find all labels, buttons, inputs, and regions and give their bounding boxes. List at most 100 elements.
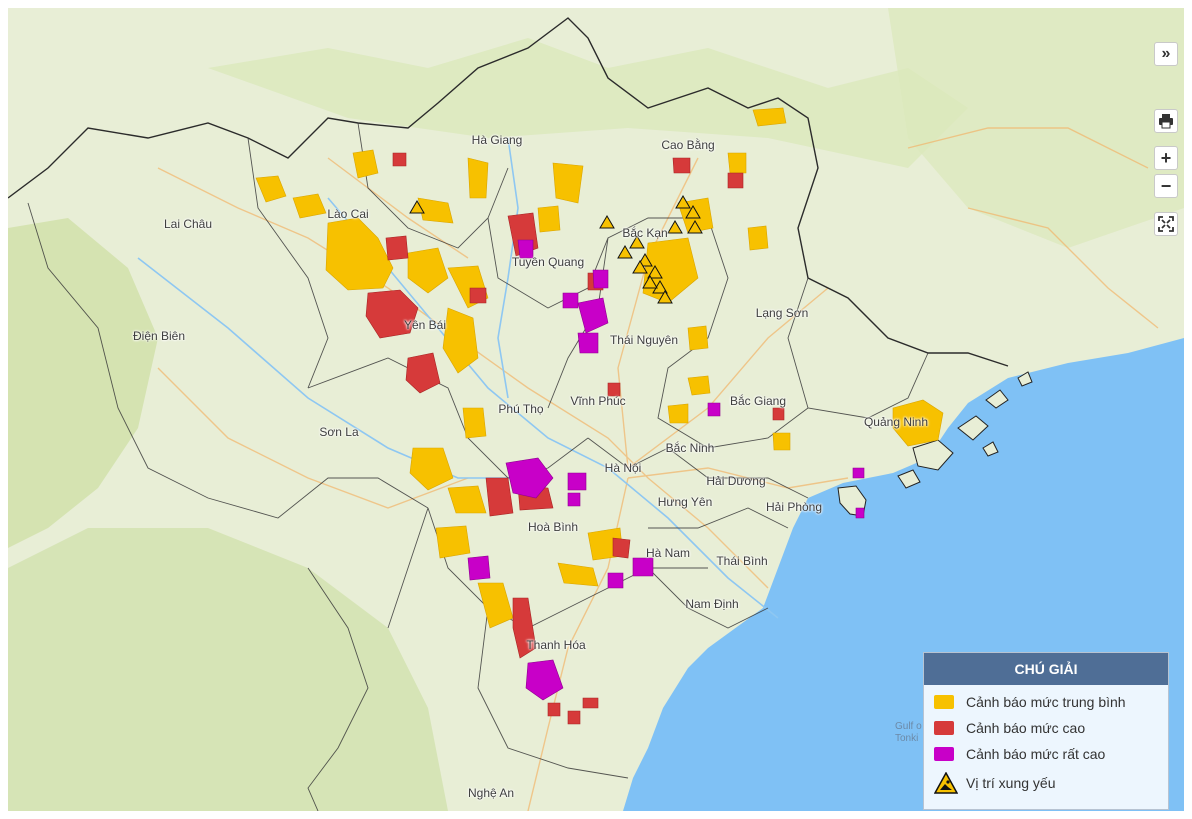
zone-high-yenbai: [365, 289, 419, 339]
print-button[interactable]: [1154, 109, 1178, 133]
place-label: Hoà Bình: [527, 520, 579, 534]
zone-medium-3: [352, 149, 379, 179]
map-canvas[interactable]: [8, 8, 1184, 811]
zone-very-high-9: [607, 572, 624, 589]
place-label: Hà Giang: [471, 133, 523, 147]
road-6: [157, 367, 469, 509]
road-7: [907, 127, 1149, 169]
zone-medium-2: [292, 193, 327, 219]
zone-medium-7: [467, 157, 489, 199]
sea-label: Gulf o Tonki: [895, 721, 922, 745]
expand-panel-button[interactable]: »: [1154, 42, 1178, 66]
zone-high-15: [469, 287, 487, 304]
landslide-warning-icon: [934, 772, 958, 794]
place-label: Bắc Giang: [729, 394, 787, 408]
zone-very-high-13: [707, 402, 721, 417]
vulnerable-point: [632, 260, 648, 274]
border-12: [647, 567, 769, 629]
zone-medium-16: [557, 562, 599, 587]
island-ha-long-2: [957, 415, 989, 441]
place-label: Sơn La: [319, 425, 359, 439]
zone-medium-laocai: [325, 217, 394, 291]
place-label: Bắc Kạn: [622, 226, 668, 240]
zone-very-high-15: [855, 507, 865, 519]
zone-very-high-3: [577, 297, 609, 334]
zone-high-6: [727, 172, 744, 189]
zone-high-5: [672, 157, 691, 174]
terrain-north: [208, 38, 968, 168]
legend-title: CHÚ GIẢI: [924, 653, 1168, 685]
island-small-2: [1017, 371, 1033, 387]
place-label: Nam Định: [685, 597, 739, 611]
da-river: [137, 257, 528, 479]
place-label: Lào Cai: [327, 207, 369, 221]
zone-very-high-2: [525, 659, 564, 701]
zone-high-11: [392, 152, 407, 167]
place-label: Thái Bình: [716, 554, 768, 568]
vulnerable-point: [685, 205, 701, 219]
zone-medium-12: [409, 447, 454, 491]
terrain-southwest: [8, 528, 448, 811]
sea-label-line: Gulf o: [895, 721, 922, 732]
rivers: [137, 137, 779, 619]
border-13: [307, 567, 369, 811]
island-small-1: [982, 441, 999, 457]
place-label: Hải Phòng: [765, 500, 823, 514]
zone-medium-4: [407, 247, 449, 294]
place-label: Hà Nội: [604, 461, 642, 475]
legend-item-very-high: Cảnh báo mức rất cao: [924, 741, 1168, 767]
map-view[interactable]: Hà Giang Cao Bằng Lai Châu Lào Cai Bắc K…: [8, 8, 1184, 811]
place-label: Thanh Hóa: [526, 638, 586, 652]
vulnerable-point: [409, 200, 425, 214]
place-label: Lai Châu: [163, 217, 213, 231]
zone-high-9: [547, 702, 561, 717]
road-8: [967, 207, 1159, 329]
zone-very-high-5: [562, 292, 579, 309]
place-label: Quảng Ninh: [863, 415, 929, 429]
lo-river: [497, 137, 519, 399]
fullscreen-icon: [1158, 216, 1174, 232]
zone-high-10: [612, 537, 631, 559]
zone-very-high-4: [592, 269, 609, 289]
place-label: Hưng Yên: [657, 495, 713, 509]
border-8: [307, 357, 589, 479]
legend-swatch-high: [934, 721, 954, 735]
vulnerable-point: [657, 290, 673, 304]
zoom-in-button[interactable]: +: [1154, 146, 1178, 170]
zone-medium-14: [435, 525, 471, 559]
zone-medium-25: [687, 375, 711, 396]
legend-label: Vị trí xung yếu: [966, 775, 1056, 791]
place-label: Vĩnh Phúc: [570, 394, 626, 408]
zone-medium-13: [447, 485, 487, 514]
island-ha-long-3: [985, 389, 1009, 409]
expand-icon: »: [1161, 45, 1171, 62]
vulnerable-point: [599, 215, 615, 229]
place-label: Thái Nguyên: [609, 333, 679, 347]
national-border: [8, 17, 1009, 367]
zone-high-8: [567, 710, 581, 725]
road-10: [327, 157, 469, 259]
terrain-west: [8, 218, 158, 548]
zone-very-high-10: [517, 239, 534, 259]
zone-medium-9: [537, 205, 561, 233]
zone-medium-15: [477, 582, 514, 629]
place-label: Tuyên Quang: [511, 255, 585, 269]
map-legend: CHÚ GIẢI Cảnh báo mức trung bình Cảnh bá…: [923, 652, 1169, 810]
zone-medium-6: [442, 307, 479, 374]
border-15: [387, 507, 429, 629]
zone-high-12: [607, 382, 621, 397]
zone-high-1: [405, 352, 441, 394]
zone-very-high-11: [567, 472, 587, 491]
plus-icon: +: [1160, 147, 1172, 168]
zone-very-high-1: [505, 457, 554, 499]
fullscreen-button[interactable]: [1154, 212, 1178, 236]
legend-list: Cảnh báo mức trung bình Cảnh báo mức cao…: [924, 685, 1168, 799]
legend-label: Cảnh báo mức trung bình: [966, 694, 1126, 710]
zone-very-high-14: [852, 467, 865, 479]
zoom-out-button[interactable]: −: [1154, 174, 1178, 198]
border-6: [657, 217, 809, 449]
place-label: Hà Nam: [645, 546, 691, 560]
zone-medium-quangninh: [892, 399, 944, 447]
place-label: Nghệ An: [467, 786, 515, 800]
zone-high-thanhhoa: [512, 597, 537, 659]
